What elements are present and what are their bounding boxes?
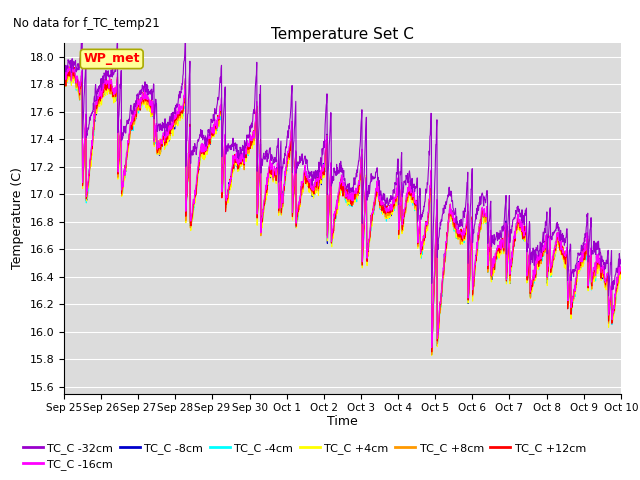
TC_C -4cm: [617, 269, 625, 275]
TC_C +4cm: [308, 192, 316, 198]
Line: TC_C -4cm: TC_C -4cm: [64, 69, 621, 355]
TC_C +4cm: [378, 207, 385, 213]
TC_C -16cm: [428, 345, 436, 350]
TC_C -32cm: [378, 192, 385, 197]
TC_C -8cm: [308, 193, 316, 199]
Y-axis label: Temperature (C): Temperature (C): [11, 168, 24, 269]
TC_C -8cm: [104, 86, 111, 92]
TC_C +8cm: [60, 74, 68, 80]
TC_C +12cm: [60, 75, 68, 81]
TC_C -32cm: [126, 112, 134, 118]
TC_C -8cm: [428, 348, 436, 354]
Text: WP_met: WP_met: [83, 52, 140, 65]
TC_C -8cm: [617, 267, 625, 273]
TC_C +4cm: [617, 269, 625, 275]
TC_C +4cm: [428, 352, 436, 358]
TC_C -4cm: [318, 171, 326, 177]
TC_C -16cm: [297, 191, 305, 197]
Line: TC_C +4cm: TC_C +4cm: [64, 72, 621, 355]
TC_C -8cm: [318, 169, 326, 175]
TC_C +4cm: [297, 197, 305, 203]
TC_C -32cm: [308, 182, 316, 188]
Line: TC_C +12cm: TC_C +12cm: [64, 68, 621, 352]
TC_C +4cm: [60, 80, 68, 86]
TC_C -4cm: [308, 190, 316, 195]
TC_C -16cm: [104, 80, 111, 86]
TC_C +8cm: [308, 190, 316, 195]
TC_C -32cm: [617, 257, 625, 263]
TC_C -8cm: [297, 190, 305, 196]
Text: No data for f_TC_temp21: No data for f_TC_temp21: [13, 17, 159, 30]
TC_C -16cm: [378, 202, 385, 208]
TC_C -32cm: [103, 69, 111, 75]
TC_C -32cm: [297, 157, 305, 163]
TC_C +4cm: [126, 130, 134, 135]
TC_C +8cm: [104, 82, 111, 87]
TC_C +12cm: [126, 125, 134, 131]
Line: TC_C +8cm: TC_C +8cm: [64, 67, 621, 355]
TC_C -8cm: [126, 129, 134, 134]
TC_C +4cm: [104, 92, 111, 97]
TC_C +4cm: [318, 174, 326, 180]
TC_C -4cm: [126, 129, 134, 135]
Legend: TC_C -32cm, TC_C -16cm, TC_C -8cm, TC_C -4cm, TC_C +4cm, TC_C +8cm, TC_C +12cm: TC_C -32cm, TC_C -16cm, TC_C -8cm, TC_C …: [19, 438, 591, 474]
TC_C -32cm: [60, 62, 68, 68]
TC_C +12cm: [378, 200, 385, 206]
TC_C +8cm: [318, 167, 326, 173]
TC_C +12cm: [318, 163, 326, 168]
TC_C +8cm: [297, 194, 305, 200]
TC_C -16cm: [69, 60, 77, 66]
TC_C -4cm: [428, 352, 436, 358]
TC_C +12cm: [428, 349, 436, 355]
TC_C -32cm: [318, 146, 326, 152]
Line: TC_C -16cm: TC_C -16cm: [64, 63, 621, 348]
TC_C +12cm: [617, 265, 625, 271]
TC_C -4cm: [378, 204, 385, 210]
TC_C -16cm: [318, 165, 326, 170]
Line: TC_C -32cm: TC_C -32cm: [64, 30, 621, 296]
TC_C -4cm: [297, 192, 305, 197]
TC_C +8cm: [66, 64, 74, 70]
TC_C -8cm: [66, 65, 74, 71]
TC_C -32cm: [605, 293, 612, 299]
TC_C +4cm: [68, 69, 76, 74]
TC_C -32cm: [182, 27, 189, 33]
TC_C -16cm: [617, 263, 625, 269]
TC_C -4cm: [60, 75, 68, 81]
TC_C +12cm: [70, 65, 78, 71]
TC_C -8cm: [378, 207, 385, 213]
TC_C +8cm: [428, 352, 436, 358]
Line: TC_C -8cm: TC_C -8cm: [64, 68, 621, 351]
TC_C +12cm: [104, 85, 111, 91]
TC_C +8cm: [617, 268, 625, 274]
TC_C -16cm: [308, 187, 316, 192]
TC_C +12cm: [297, 193, 305, 199]
TC_C -8cm: [60, 76, 68, 82]
TC_C -16cm: [126, 121, 134, 127]
TC_C +8cm: [126, 130, 134, 136]
TC_C -16cm: [60, 70, 68, 75]
TC_C -4cm: [66, 66, 74, 72]
TC_C +8cm: [378, 200, 385, 205]
TC_C -4cm: [104, 85, 111, 91]
TC_C +12cm: [308, 188, 316, 194]
Title: Temperature Set C: Temperature Set C: [271, 27, 414, 42]
X-axis label: Time: Time: [327, 415, 358, 428]
